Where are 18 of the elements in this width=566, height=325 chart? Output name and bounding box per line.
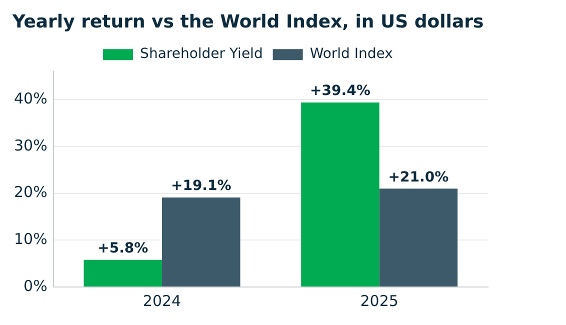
data-label: +5.8% xyxy=(98,240,148,256)
y-tick-label: 10% xyxy=(14,230,48,248)
y-tick-label: 30% xyxy=(14,136,48,154)
legend-label: World Index xyxy=(310,46,393,62)
chart-title: Yearly return vs the World Index, in US dollars xyxy=(11,11,484,32)
y-tick-label: 20% xyxy=(14,183,48,202)
data-label: +21.0% xyxy=(388,169,449,186)
bar xyxy=(301,102,380,286)
x-tick-label: 2024 xyxy=(142,292,182,310)
y-tick-label: 40% xyxy=(14,90,48,108)
data-label: +19.1% xyxy=(170,178,232,194)
y-tick-label: 0% xyxy=(24,276,48,295)
legend-label: Shareholder Yield xyxy=(140,46,263,62)
data-label: +39.4% xyxy=(310,83,370,100)
x-tick-label: 2025 xyxy=(360,292,398,310)
bar xyxy=(162,198,240,286)
bar xyxy=(84,260,162,286)
bar xyxy=(379,188,458,286)
